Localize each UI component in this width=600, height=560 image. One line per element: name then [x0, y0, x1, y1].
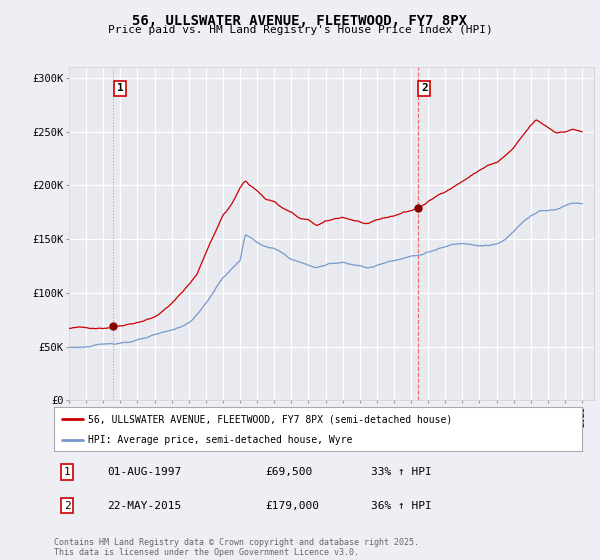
Text: Price paid vs. HM Land Registry's House Price Index (HPI): Price paid vs. HM Land Registry's House …	[107, 25, 493, 35]
Text: HPI: Average price, semi-detached house, Wyre: HPI: Average price, semi-detached house,…	[88, 435, 353, 445]
Text: 56, ULLSWATER AVENUE, FLEETWOOD, FY7 8PX (semi-detached house): 56, ULLSWATER AVENUE, FLEETWOOD, FY7 8PX…	[88, 414, 452, 424]
Text: 2: 2	[64, 501, 71, 511]
Text: 2: 2	[421, 83, 428, 94]
Text: £179,000: £179,000	[265, 501, 319, 511]
Text: 01-AUG-1997: 01-AUG-1997	[107, 467, 181, 477]
Text: 22-MAY-2015: 22-MAY-2015	[107, 501, 181, 511]
Text: 1: 1	[116, 83, 123, 94]
Text: 36% ↑ HPI: 36% ↑ HPI	[371, 501, 431, 511]
Text: 33% ↑ HPI: 33% ↑ HPI	[371, 467, 431, 477]
Text: 56, ULLSWATER AVENUE, FLEETWOOD, FY7 8PX: 56, ULLSWATER AVENUE, FLEETWOOD, FY7 8PX	[133, 14, 467, 28]
Text: £69,500: £69,500	[265, 467, 313, 477]
Text: 1: 1	[64, 467, 71, 477]
Text: Contains HM Land Registry data © Crown copyright and database right 2025.
This d: Contains HM Land Registry data © Crown c…	[54, 538, 419, 557]
